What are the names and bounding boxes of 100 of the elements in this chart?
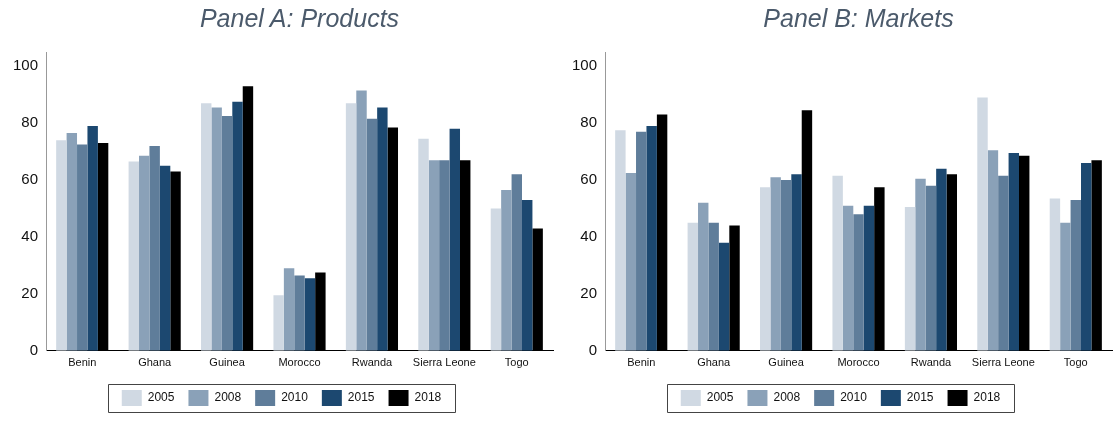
chart-title: Panel B: Markets — [762, 3, 955, 34]
bar — [780, 180, 792, 351]
x-tick-label: Benin — [627, 356, 656, 369]
x-tick-label: Morocco — [837, 356, 880, 369]
bar — [449, 128, 461, 351]
bar — [66, 133, 78, 351]
legend-label: 2008 — [773, 390, 801, 405]
bar — [770, 177, 781, 351]
bar — [211, 107, 222, 351]
legend-label: 2018 — [414, 390, 442, 405]
bar — [128, 161, 140, 351]
bar — [1070, 199, 1081, 351]
bar — [1008, 153, 1020, 351]
bar — [936, 168, 947, 351]
bar — [904, 207, 916, 351]
bar — [242, 86, 254, 351]
bar — [428, 160, 440, 351]
bar — [201, 103, 212, 351]
legend-label: 2010 — [281, 390, 309, 405]
y-tick-label: 20 — [580, 284, 598, 302]
bar — [294, 275, 305, 351]
bar — [532, 228, 543, 351]
x-tick-label: Ghana — [697, 356, 732, 369]
bar — [1019, 155, 1030, 351]
bar — [760, 187, 771, 351]
bar — [636, 131, 647, 351]
bar — [149, 145, 160, 351]
y-tick-label: 60 — [21, 170, 39, 188]
bar — [501, 190, 512, 351]
bar — [377, 107, 388, 351]
bar — [345, 103, 357, 351]
legend-label: 2008 — [214, 390, 242, 405]
x-tick-label: Rwanda — [351, 356, 393, 369]
x-tick-label: Guinea — [209, 356, 246, 369]
bar — [625, 172, 637, 351]
bar — [615, 130, 626, 351]
bar — [874, 187, 885, 351]
bar — [221, 116, 233, 351]
y-tick-label: 0 — [588, 340, 598, 358]
bar — [687, 222, 699, 351]
y-tick-label: 40 — [21, 227, 39, 245]
x-tick-label: Guinea — [768, 356, 805, 369]
bar — [366, 118, 378, 351]
bar — [801, 110, 813, 351]
bar — [977, 97, 988, 351]
legend-label: 2005 — [706, 390, 734, 405]
bar — [304, 278, 316, 351]
bar — [439, 160, 450, 351]
legend-label: 2015 — [347, 390, 375, 405]
bar — [97, 143, 109, 351]
bar — [1081, 162, 1092, 351]
bar — [987, 150, 999, 351]
legend-label: 2018 — [973, 390, 1001, 405]
bar — [1049, 198, 1061, 351]
chart-title: Panel A: Products — [198, 3, 401, 34]
bar — [273, 295, 284, 351]
bar — [718, 242, 730, 351]
bar — [698, 202, 709, 351]
bar — [1091, 160, 1102, 351]
bar — [315, 272, 326, 351]
bar — [232, 101, 243, 351]
bar — [915, 178, 926, 351]
y-tick-label: 80 — [580, 113, 598, 131]
bar — [708, 222, 719, 351]
bar — [656, 114, 668, 351]
y-tick-label: 100 — [13, 56, 39, 74]
legend-label: 2015 — [906, 390, 934, 405]
x-tick-label: Rwanda — [910, 356, 952, 369]
bar — [139, 155, 150, 351]
x-tick-label: Sierra Leone — [412, 356, 476, 369]
bar — [729, 225, 740, 351]
x-tick-label: Togo — [504, 356, 529, 369]
bar — [946, 174, 958, 351]
bar — [863, 205, 875, 351]
bar — [925, 185, 937, 351]
bar — [998, 175, 1009, 351]
y-tick-label: 40 — [580, 227, 598, 245]
bar — [170, 171, 181, 351]
bar — [159, 165, 171, 351]
x-tick-label: Ghana — [138, 356, 173, 369]
x-tick-label: Togo — [1063, 356, 1088, 369]
bar — [418, 138, 429, 351]
bar — [791, 174, 802, 351]
bar — [646, 125, 657, 351]
bar — [490, 208, 502, 351]
bar — [511, 174, 522, 351]
x-tick-label: Sierra Leone — [971, 356, 1035, 369]
y-tick-label: 80 — [21, 113, 39, 131]
bar — [853, 214, 864, 351]
legend-label: 2010 — [840, 390, 868, 405]
bar — [77, 144, 88, 351]
legend-label: 2005 — [147, 390, 175, 405]
bar — [522, 199, 533, 351]
y-tick-label: 100 — [572, 56, 598, 74]
bar — [460, 160, 471, 351]
bar — [832, 175, 843, 351]
x-tick-label: Morocco — [278, 356, 321, 369]
bar — [842, 205, 854, 351]
bar — [356, 90, 367, 351]
x-tick-label: Benin — [68, 356, 97, 369]
